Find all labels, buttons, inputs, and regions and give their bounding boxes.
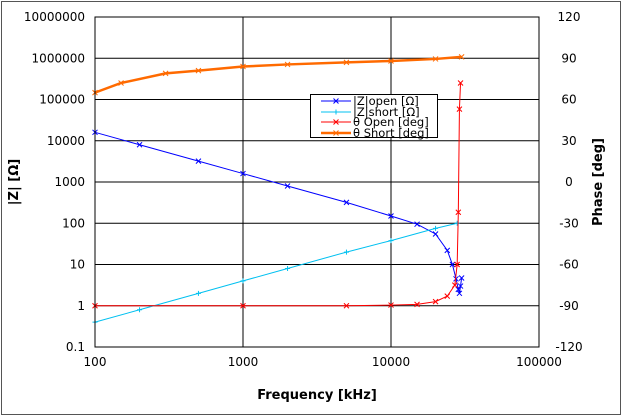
y2-axis-title: Phase [deg] bbox=[591, 138, 606, 226]
data-point bbox=[137, 307, 143, 313]
x-axis-title: Frequency [kHz] bbox=[257, 388, 377, 403]
data-point bbox=[432, 231, 439, 237]
plot-area-border bbox=[94, 16, 540, 348]
grid bbox=[94, 16, 540, 348]
legend-marker bbox=[333, 98, 339, 105]
y-tick-label: 100 bbox=[62, 216, 85, 230]
data-point bbox=[195, 67, 202, 74]
y-tick-label: 0.1 bbox=[66, 340, 85, 354]
legend-swatch bbox=[321, 107, 351, 117]
data-point bbox=[455, 209, 462, 216]
y2-tick-label: 0 bbox=[565, 175, 573, 189]
x-tick-label: 10000 bbox=[372, 355, 410, 369]
series-z-short bbox=[92, 220, 460, 325]
data-point bbox=[388, 302, 394, 308]
data-point bbox=[195, 290, 201, 296]
data-point bbox=[451, 282, 458, 288]
tick-labels: 100 1000 10000 100000 0.1 1 10 100 1000 10000 1000… bbox=[24, 10, 583, 369]
legend-item: θ Open [deg] bbox=[311, 117, 437, 128]
legend-item: |Z|short [Ω] bbox=[311, 104, 437, 119]
y2-tick-label: -30 bbox=[559, 216, 579, 230]
series-line bbox=[94, 55, 462, 94]
data-point bbox=[240, 63, 246, 70]
data-point bbox=[343, 59, 350, 66]
series-line bbox=[95, 82, 462, 307]
legend-swatch bbox=[321, 96, 351, 106]
y2-tick-label: -60 bbox=[559, 258, 579, 272]
series-layer bbox=[92, 54, 465, 325]
y2-tick-label: -120 bbox=[555, 340, 582, 354]
y-tick-label: 100000 bbox=[39, 93, 85, 107]
data-point bbox=[240, 170, 246, 177]
x-tick-label: 100 bbox=[84, 355, 107, 369]
legend: |Z|open [Ω] |Z|short [Ω] θ Open [deg] θ Sho… bbox=[310, 94, 438, 138]
data-point bbox=[162, 70, 169, 77]
y-tick-label: 10000000 bbox=[24, 10, 85, 24]
data-point bbox=[455, 286, 462, 293]
data-point bbox=[457, 80, 464, 86]
data-point bbox=[433, 225, 439, 231]
data-point bbox=[449, 261, 456, 268]
y2-tick-label: 60 bbox=[561, 93, 576, 107]
y-tick-label: 1000 bbox=[54, 175, 85, 189]
legend-item: |Z|open [Ω] bbox=[311, 96, 437, 107]
data-point bbox=[285, 265, 291, 271]
series-open-deg bbox=[92, 80, 464, 309]
data-point bbox=[343, 199, 350, 206]
legend-label: |Z|short [Ω] bbox=[353, 104, 420, 119]
y-tick-label: 1 bbox=[77, 299, 85, 313]
y2-tick-label: 30 bbox=[561, 134, 576, 148]
x-tick-label: 100000 bbox=[516, 355, 562, 369]
data-point bbox=[195, 158, 202, 165]
y-tick-label: 1000000 bbox=[32, 51, 85, 65]
legend-marker bbox=[333, 119, 339, 126]
data-point bbox=[414, 221, 420, 228]
data-point bbox=[458, 275, 465, 281]
data-point bbox=[118, 80, 124, 86]
y2-tick-label: -90 bbox=[559, 299, 579, 313]
data-point bbox=[454, 261, 461, 268]
legend-label: θ Open [deg] bbox=[353, 115, 429, 129]
y2-tick-label: 120 bbox=[558, 10, 581, 24]
data-point bbox=[388, 213, 394, 219]
data-point bbox=[240, 302, 246, 309]
x-tick-label: 1000 bbox=[228, 355, 259, 369]
series-line bbox=[94, 131, 463, 294]
legend-swatch bbox=[321, 117, 351, 127]
data-point bbox=[456, 290, 463, 297]
data-point bbox=[454, 220, 460, 226]
y-axis-title: |Z| [Ω] bbox=[7, 159, 22, 205]
data-point bbox=[388, 58, 394, 64]
data-point bbox=[458, 54, 465, 60]
y-tick-label: 10000 bbox=[47, 134, 85, 148]
data-point bbox=[457, 283, 464, 289]
series-short-deg bbox=[92, 54, 465, 96]
data-point bbox=[414, 301, 420, 308]
legend-swatch bbox=[321, 128, 351, 138]
legend-item: θ Short [deg] bbox=[311, 125, 437, 140]
legend-marker bbox=[333, 109, 339, 115]
data-point bbox=[388, 238, 394, 244]
legend-label: |Z|open [Ω] bbox=[353, 94, 419, 108]
data-point bbox=[432, 56, 439, 62]
data-point bbox=[343, 249, 349, 255]
data-point bbox=[284, 61, 291, 68]
data-point bbox=[444, 247, 451, 254]
y-tick-label: 10 bbox=[70, 258, 85, 272]
legend-label: θ Short [deg] bbox=[353, 125, 429, 140]
data-point bbox=[456, 106, 463, 112]
series-line bbox=[94, 222, 458, 323]
data-point bbox=[284, 183, 291, 189]
legend-marker bbox=[333, 129, 339, 136]
y2-tick-label: 90 bbox=[561, 51, 576, 65]
data-point bbox=[444, 293, 451, 299]
data-point bbox=[136, 141, 143, 148]
data-point bbox=[240, 278, 246, 284]
data-point bbox=[343, 302, 350, 309]
data-point bbox=[432, 298, 439, 305]
